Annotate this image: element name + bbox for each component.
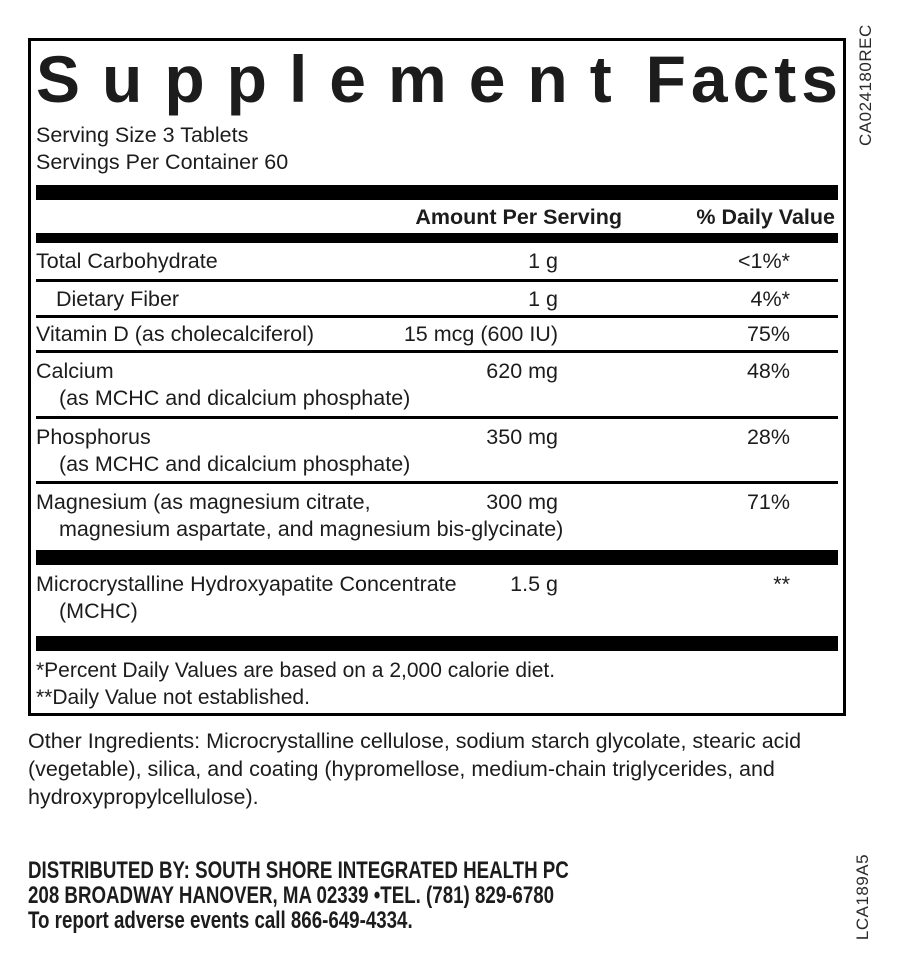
nutrient-amount: 350 mg [486, 425, 558, 449]
nutrient-amount: 300 mg [486, 490, 558, 514]
nutrient-name: Phosphorus [36, 425, 151, 449]
panel-title-word-2: Facts [645, 42, 843, 116]
serving-info: Serving Size 3 Tablets Servings Per Cont… [36, 122, 838, 176]
other-ingredients-line: hydroxypropylcellulose). [28, 785, 259, 809]
footnotes: *Percent Daily Values are based on a 2,0… [36, 651, 838, 711]
separator-bar-bottom [36, 636, 838, 651]
other-ingredients-line: (vegetable), silica, and coating (hyprom… [28, 757, 775, 781]
table-row: Vitamin D (as cholecalciferol) 15 mcg (6… [36, 315, 838, 350]
nutrient-name: Vitamin D (as cholecalciferol) [36, 322, 315, 346]
table-row: Total Carbohydrate 1 g <1%* [36, 243, 838, 279]
servings-per-container: Servings Per Container 60 [36, 150, 289, 174]
table-row: Phosphorus 350 mg 28% (as MCHC and dical… [36, 416, 838, 481]
table-row: Dietary Fiber 1 g 4%* [36, 279, 838, 315]
nutrient-amount: 1 g [528, 249, 558, 273]
distributor-name: DISTRIBUTED BY: SOUTH SHORE INTEGRATED H… [28, 857, 569, 884]
nutrient-daily-value: ** [773, 572, 790, 596]
footnote-daily-value-not-established: **Daily Value not established. [36, 686, 310, 709]
nutrient-amount: 15 mcg (600 IU) [403, 322, 558, 346]
nutrient-daily-value: 48% [746, 359, 790, 383]
separator-bar-header [36, 233, 838, 243]
nutrient-name: Dietary Fiber [56, 287, 180, 311]
amount-per-serving-header: Amount Per Serving [415, 205, 622, 229]
other-ingredients-line: Other Ingredients: Microcrystalline cell… [28, 729, 802, 753]
nutrient-daily-value: 75% [746, 322, 790, 346]
nutrient-daily-value: 28% [746, 425, 790, 449]
serving-size: Serving Size 3 Tablets [36, 123, 249, 147]
nutrient-amount: 620 mg [486, 359, 558, 383]
distributor-address-phone: 208 BROADWAY HANOVER, MA 02339 •TEL. (78… [28, 882, 555, 909]
nutrient-name-source: (as MCHC and dicalcium phosphate) [59, 452, 411, 476]
panel-title-word-1: Supplement [36, 42, 634, 116]
adverse-events-line: To report adverse events call 866-649-43… [28, 907, 413, 934]
footnote-percent-daily-values: *Percent Daily Values are based on a 2,0… [36, 659, 556, 682]
nutrient-name: Calcium [36, 359, 114, 383]
table-row: Magnesium (as magnesium citrate, 300 mg … [36, 481, 838, 550]
nutrient-name-source: (MCHC) [59, 599, 138, 623]
separator-bar-top [36, 185, 838, 200]
nutrient-name: Microcrystalline Hydroxyapatite Concentr… [36, 572, 457, 596]
panel-title: Supplement Facts [36, 41, 838, 112]
nutrient-name: Magnesium (as magnesium citrate, [36, 490, 371, 514]
separator-bar-mid [36, 550, 838, 565]
nutrient-name: Total Carbohydrate [36, 249, 218, 273]
table-row: Microcrystalline Hydroxyapatite Concentr… [36, 565, 838, 636]
nutrient-amount: 1 g [528, 287, 558, 311]
nutrient-name-source: magnesium aspartate, and magnesium bis-g… [59, 517, 564, 541]
print-code-bottom-right: LCA189A5 [853, 853, 872, 941]
supplement-facts-panel: Supplement Facts Serving Size 3 Tablets … [28, 38, 846, 716]
distributor-info: DISTRIBUTED BY: SOUTH SHORE INTEGRATED H… [28, 858, 569, 933]
nutrient-name-source: (as MCHC and dicalcium phosphate) [59, 386, 411, 410]
table-header: Amount Per Serving % Daily Value [36, 200, 838, 233]
nutrient-daily-value: 4%* [750, 287, 790, 311]
daily-value-header: % Daily Value [696, 205, 835, 229]
nutrient-daily-value: 71% [746, 490, 790, 514]
nutrient-amount: 1.5 g [510, 572, 558, 596]
nutrient-daily-value: <1%* [738, 249, 790, 273]
print-code-top-right: CA024180REC [856, 24, 875, 146]
other-ingredients: Other Ingredients: Microcrystalline cell… [28, 727, 801, 811]
table-row: Calcium 620 mg 48% (as MCHC and dicalciu… [36, 350, 838, 416]
